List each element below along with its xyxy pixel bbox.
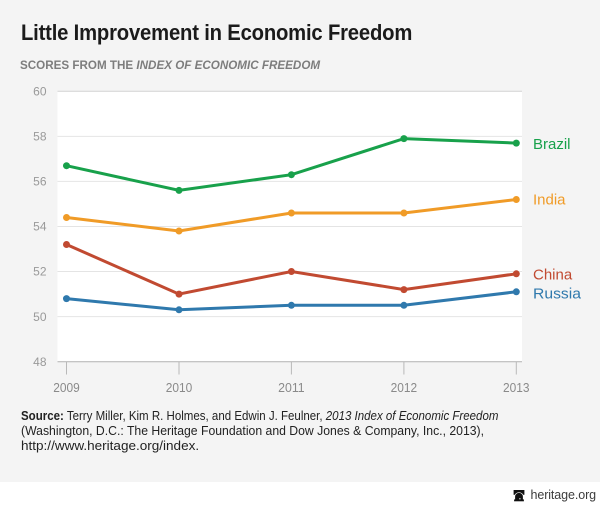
svg-text:54: 54 (33, 220, 47, 234)
svg-text:50: 50 (33, 310, 47, 324)
svg-text:60: 60 (33, 85, 47, 99)
svg-text:India: India (533, 191, 566, 208)
svg-text:Russia: Russia (533, 285, 582, 302)
svg-text:2009: 2009 (53, 380, 80, 395)
svg-text:Brazil: Brazil (533, 136, 571, 153)
svg-text:2011: 2011 (278, 380, 305, 395)
svg-text:56: 56 (33, 175, 47, 189)
svg-text:58: 58 (33, 130, 47, 144)
svg-text:2012: 2012 (391, 380, 418, 395)
svg-text:48: 48 (33, 355, 47, 369)
svg-text:2010: 2010 (166, 380, 193, 395)
svg-text:52: 52 (33, 265, 47, 279)
svg-text:China: China (533, 266, 573, 283)
svg-text:2013: 2013 (503, 380, 530, 395)
